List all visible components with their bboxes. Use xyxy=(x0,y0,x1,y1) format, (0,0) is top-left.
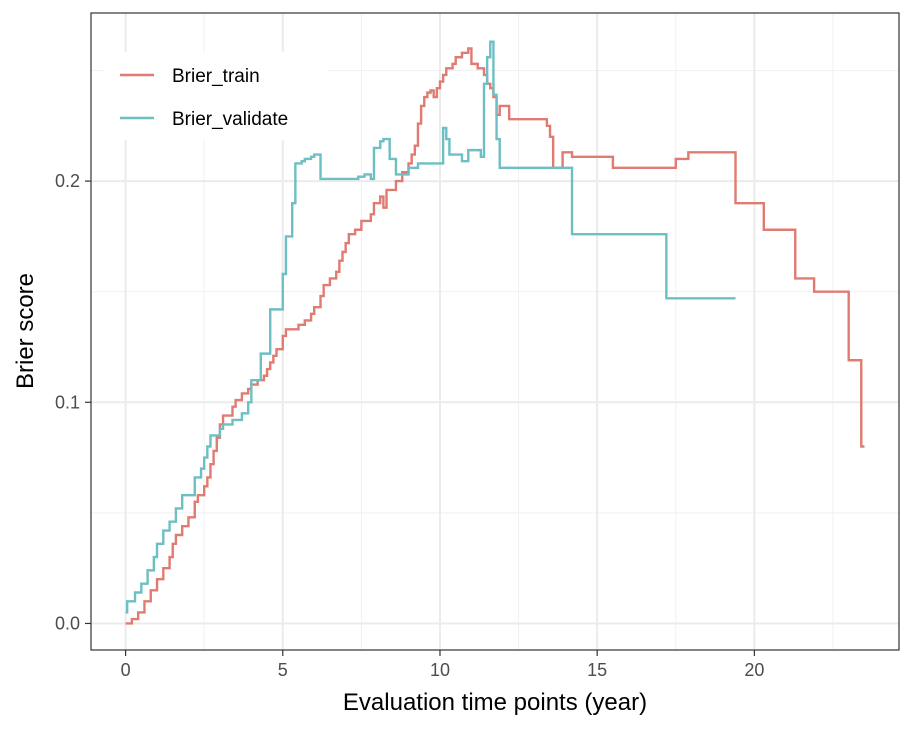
series-line-brier-train xyxy=(125,47,865,625)
series-layer xyxy=(125,40,865,625)
series-line-brier-validate xyxy=(125,40,736,614)
x-axis-title: Evaluation time points (year) xyxy=(343,689,647,716)
legend-label-brier-validate: Brier_validate xyxy=(172,109,288,130)
y-tick-label: 0.0 xyxy=(55,613,80,633)
legend-background xyxy=(104,52,328,140)
y-axis-ticks: 0.0 0.1 0.2 xyxy=(55,171,91,633)
y-axis-title: Brier score xyxy=(12,273,39,389)
x-tick-label: 15 xyxy=(587,660,607,680)
x-tick-label: 10 xyxy=(430,660,450,680)
plot-panel-border xyxy=(90,12,900,651)
x-tick-label: 20 xyxy=(744,660,764,680)
y-tick-label: 0.1 xyxy=(55,392,80,412)
y-tick-label: 0.2 xyxy=(55,171,80,191)
x-tick-label: 0 xyxy=(121,660,131,680)
legend-label-brier-train: Brier_train xyxy=(172,66,260,87)
legend: Brier_train Brier_validate xyxy=(104,52,328,140)
x-axis-ticks: 0 5 10 15 20 xyxy=(121,650,764,680)
x-tick-label: 5 xyxy=(278,660,288,680)
